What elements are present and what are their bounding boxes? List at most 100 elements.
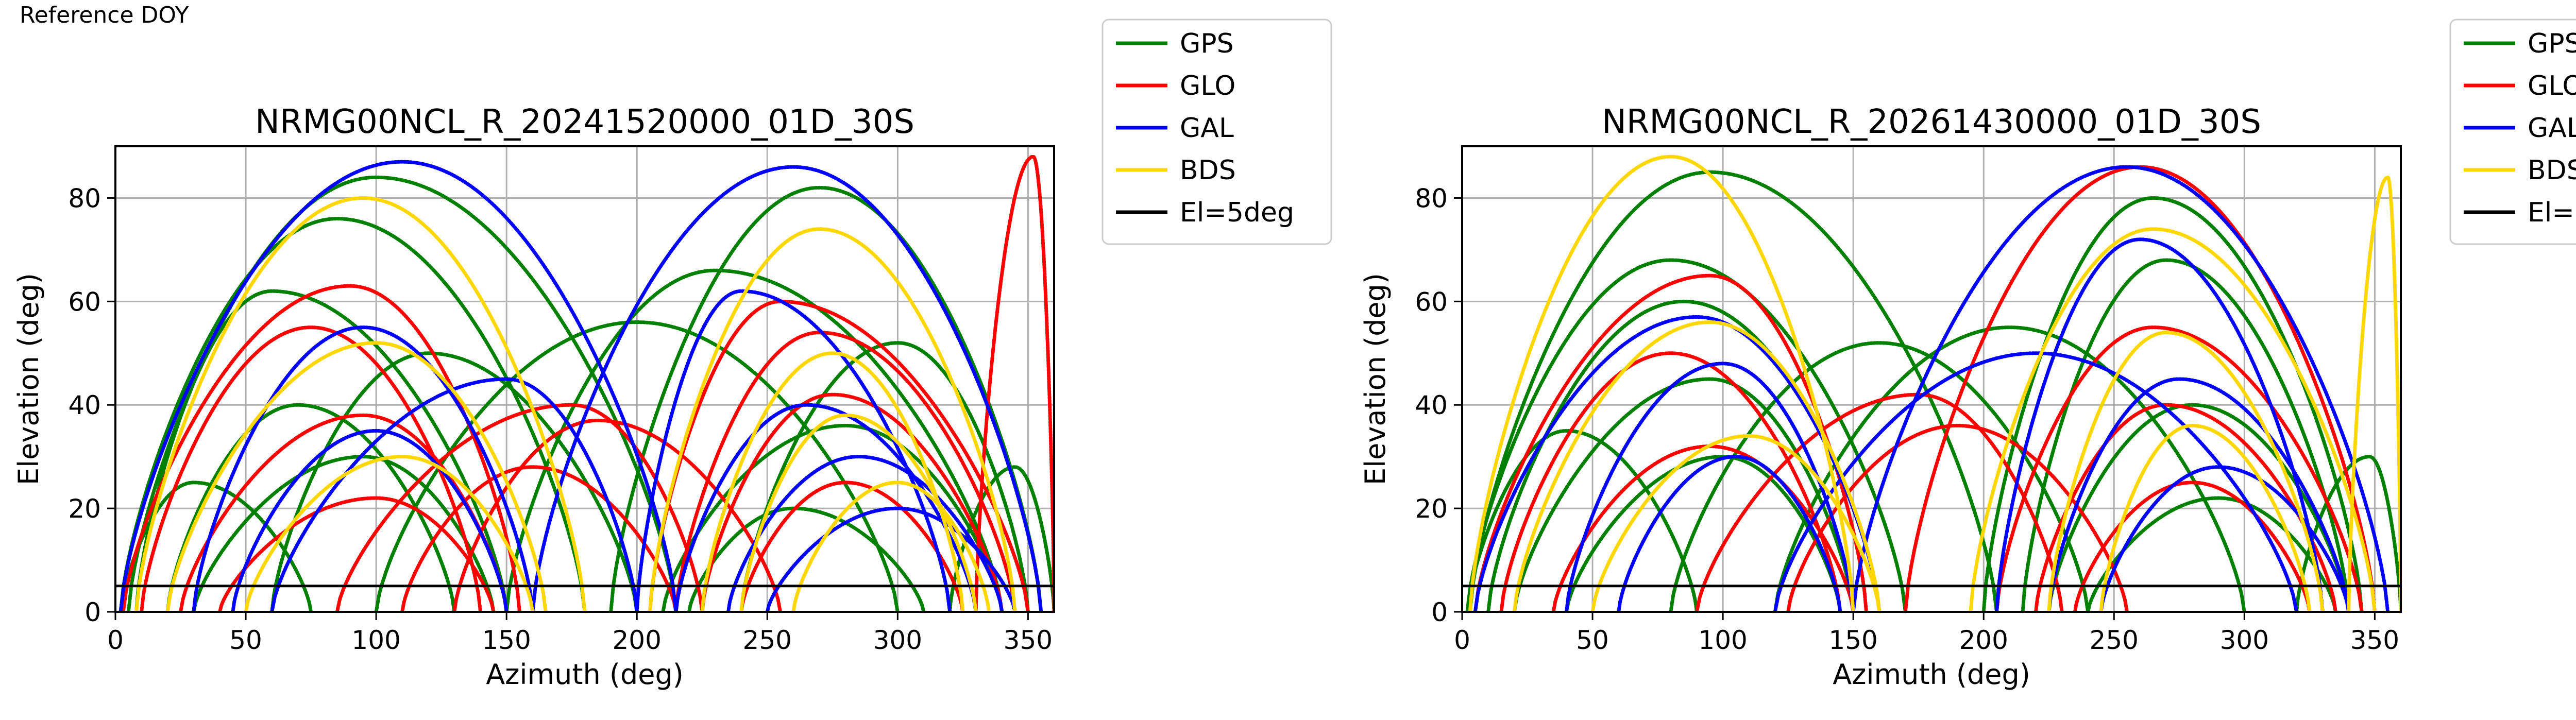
satellite-track (1468, 155, 1855, 612)
series-glo (121, 155, 1054, 612)
legend: GPS GLO GAL BDS El=5deg (2449, 19, 2576, 245)
y-tick-label: 40 (68, 390, 101, 420)
satellite-track (2099, 423, 2312, 612)
satellite-track (2033, 403, 2337, 612)
satellite-track (1617, 455, 1842, 612)
satellite-track (121, 284, 521, 612)
satellite-track (134, 289, 509, 612)
series-bds (1468, 155, 2401, 612)
satellite-track (609, 185, 1043, 612)
skyplot-panel-1: NRMG00NCL_R_20241520000_01D_30S Azimuth … (12, 19, 1332, 691)
legend-label: GLO (2528, 71, 2576, 101)
y-tick-label: 20 (68, 494, 101, 524)
legend-label: GLO (1180, 71, 1235, 101)
x-tick-label: 300 (873, 625, 922, 655)
x-tick-label: 0 (1454, 625, 1470, 655)
legend-label: BDS (2528, 155, 2576, 186)
satellite-track (118, 217, 587, 612)
y-tick-label: 0 (84, 597, 101, 627)
satellite-track (134, 196, 587, 612)
legend-label: GAL (1180, 113, 1234, 144)
plot-area: 0 50 100 150 200 250 300 350 0 20 40 60 80 (68, 145, 1055, 655)
satellite-track (1851, 165, 2390, 612)
plot-area: 0 50 100 150 200 250 300 350 0 20 40 60 80 (1415, 145, 2402, 655)
satellite-track (635, 289, 952, 612)
reference-doy-label: Reference DOY (20, 2, 189, 28)
satellite-track (2086, 496, 2337, 612)
series-gal (118, 160, 1043, 612)
satellite-track (2047, 331, 2325, 612)
y-tick-label: 60 (1415, 287, 1448, 317)
satellite-track (165, 341, 548, 612)
satellite-track (244, 455, 535, 612)
x-tick-label: 250 (743, 625, 792, 655)
x-tick-label: 100 (1698, 625, 1747, 655)
x-tick-label: 250 (2090, 625, 2139, 655)
x-tick-label: 350 (2350, 625, 2399, 655)
satellite-track (648, 227, 1017, 612)
satellite-track (739, 413, 978, 612)
series-bds (134, 196, 1017, 612)
x-axis-label: Azimuth (deg) (486, 658, 684, 691)
satellite-track (217, 496, 496, 612)
satellite-track (726, 455, 1004, 612)
y-tick-label: 20 (1415, 494, 1448, 524)
y-tick-label: 60 (68, 287, 101, 317)
satellite-track (674, 403, 978, 612)
y-tick-label: 40 (1415, 390, 1448, 420)
satellite-track (2073, 481, 2312, 612)
x-tick-label: 50 (1576, 625, 1609, 655)
satellite-track (2047, 377, 2351, 612)
x-tick-label: 350 (1004, 625, 1053, 655)
satellite-track (1465, 258, 1907, 612)
y-axis-label: Elevation (deg) (1359, 273, 1392, 485)
legend-label: GAL (2528, 113, 2576, 144)
y-tick-label: 0 (1431, 597, 1448, 627)
satellite-track (2099, 465, 2351, 612)
x-tick-label: 50 (229, 625, 262, 655)
legend-box (2449, 19, 2576, 245)
legend-label: GPS (2528, 28, 2576, 59)
x-axis-label: Azimuth (deg) (1833, 658, 2030, 691)
legend-label: El=5deg (1180, 197, 1294, 228)
satellite-track (400, 465, 678, 612)
x-tick-label: 0 (107, 625, 124, 655)
satellite-track (1564, 362, 1855, 612)
chart-title: NRMG00NCL_R_20261430000_01D_30S (1602, 103, 2261, 141)
satellite-track (1995, 325, 2364, 612)
satellite-track (118, 481, 313, 612)
satellite-track (1465, 428, 1699, 612)
x-tick-label: 200 (1959, 625, 2008, 655)
satellite-track (504, 268, 1004, 612)
satellite-track (192, 325, 535, 612)
satellite-track (2295, 455, 2401, 612)
satellite-track (335, 403, 704, 612)
axes-frame (1461, 145, 2402, 613)
satellite-track (739, 481, 965, 612)
y-axis-label: Elevation (deg) (12, 273, 45, 485)
satellite-track (765, 506, 1017, 612)
x-tick-label: 150 (482, 625, 531, 655)
satellite-track (2347, 175, 2401, 612)
skyplot-panel-2: NRMG00NCL_R_20261430000_01D_30S Azimuth … (1359, 19, 2576, 691)
satellite-track (974, 155, 1054, 612)
x-tick-label: 150 (1828, 625, 1877, 655)
satellite-track (1512, 377, 1855, 612)
x-tick-label: 200 (613, 625, 662, 655)
y-tick-label: 80 (68, 183, 101, 213)
satellite-track (1512, 320, 1882, 612)
satellite-track (1786, 423, 2129, 612)
legend-label: El=5deg (2528, 197, 2576, 228)
satellite-track (140, 325, 483, 612)
satellite-track (1468, 170, 1998, 612)
satellite-track (700, 351, 965, 612)
satellite-tracks (118, 155, 1054, 612)
legend: GPS GLO GAL BDS El=5deg (1101, 19, 1332, 245)
satellite-track (1590, 434, 1882, 612)
satellite-track (531, 165, 1043, 612)
chart-title: NRMG00NCL_R_20241520000_01D_30S (255, 103, 914, 141)
legend-box (1101, 19, 1332, 245)
x-tick-label: 100 (351, 625, 400, 655)
satellite-track (648, 299, 1030, 612)
